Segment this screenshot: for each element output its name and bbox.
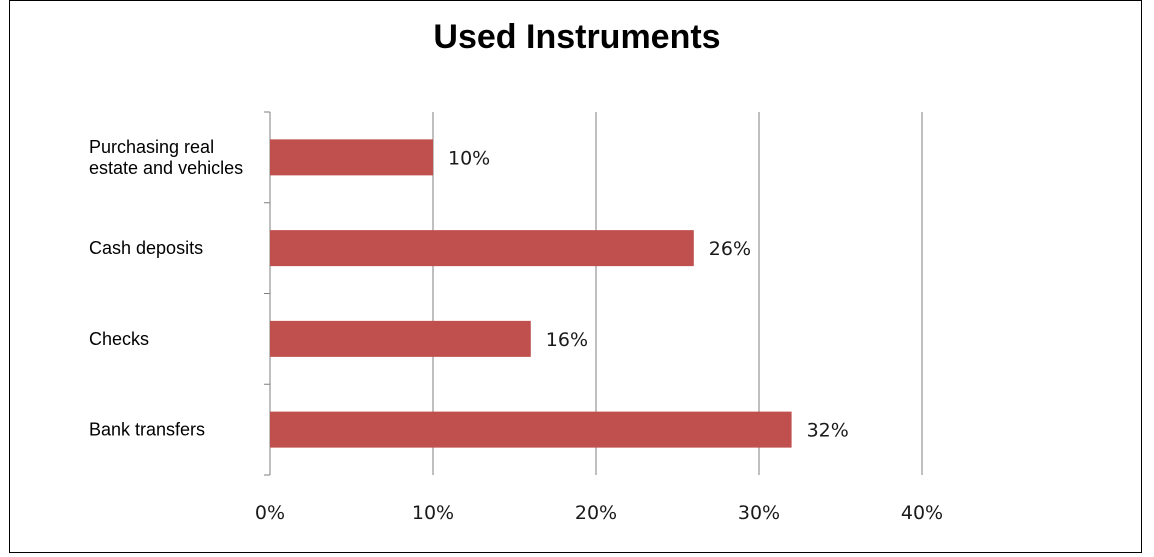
x-tick-label: 20% (575, 502, 617, 524)
chart-frame (9, 0, 1142, 553)
data-label: 32% (807, 420, 849, 442)
bar (270, 320, 531, 357)
category-label: Bank transfers (89, 420, 205, 440)
data-label: 10% (448, 147, 490, 169)
data-label: 16% (546, 329, 588, 351)
x-tick-label: 10% (412, 502, 454, 524)
bar (270, 411, 792, 448)
data-label: 26% (709, 238, 751, 260)
chart-title: Used Instruments (433, 18, 721, 56)
category-label: Purchasing real (89, 137, 214, 157)
x-tick-label: 0% (255, 502, 285, 524)
x-tick-label: 30% (738, 502, 780, 524)
bar (270, 139, 433, 176)
category-label: estate and vehicles (89, 158, 243, 178)
category-label: Checks (89, 329, 149, 349)
x-tick-label: 40% (901, 502, 943, 524)
bar (270, 230, 694, 267)
category-label: Cash deposits (89, 238, 203, 258)
